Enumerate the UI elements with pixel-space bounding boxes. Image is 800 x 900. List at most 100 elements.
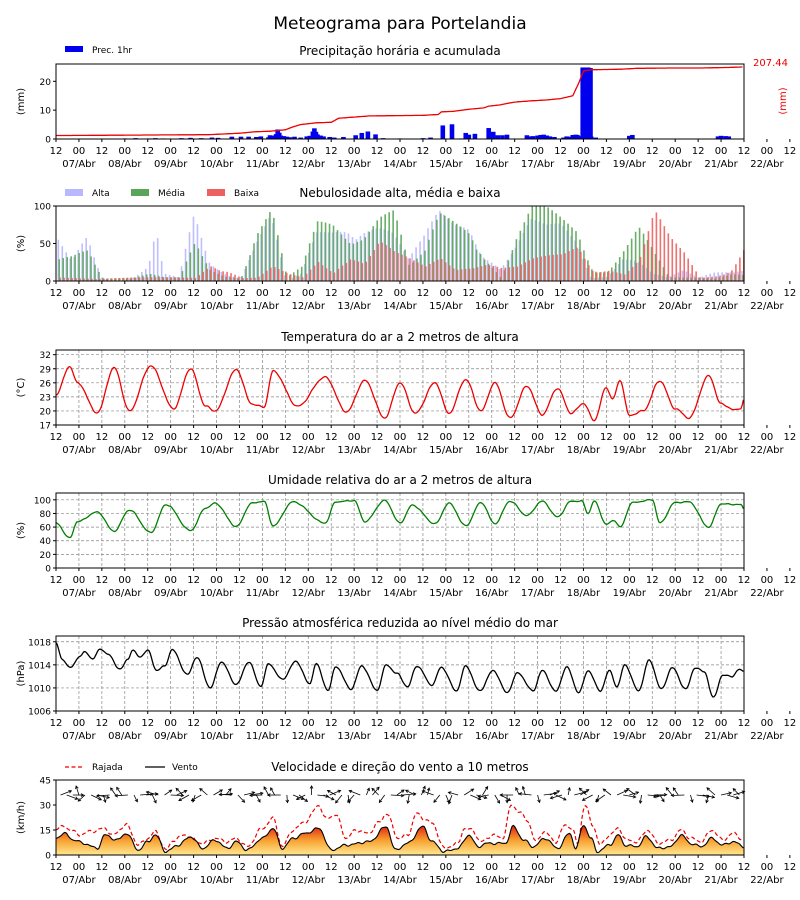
cloud-mid-bar xyxy=(102,277,104,281)
cloud-mid-bar xyxy=(98,271,100,281)
humidity-xtick-hour: 12 xyxy=(187,575,200,586)
cloud-mid-bar xyxy=(281,253,283,281)
cloud-low-bar xyxy=(739,257,741,281)
cloud-low-bar xyxy=(162,277,165,281)
cloud-mid-bar xyxy=(694,277,697,281)
cloud-high-bar xyxy=(156,238,159,281)
humidity-xtick-hour: 12 xyxy=(233,575,246,586)
wind-xtick-hour: 12 xyxy=(141,862,154,873)
temperature-xtick-hour: 12 xyxy=(141,432,154,443)
cloud-high-bar xyxy=(721,272,723,281)
precip-xtick-hour: 12 xyxy=(371,146,384,157)
cloud-low-bar xyxy=(436,259,439,281)
cloud-low-bar xyxy=(639,256,642,281)
cloud-mid-bar xyxy=(539,206,542,281)
wind-title: Velocidade e direção do vento a 10 metro… xyxy=(271,760,528,774)
cloud-low-bar xyxy=(281,270,284,281)
clouds-xtick-date: 12/Abr xyxy=(292,301,326,312)
clouds-xtick-date: 17/Abr xyxy=(521,301,555,312)
cloud-high-bar xyxy=(427,228,429,281)
legend-cloud-swatch xyxy=(65,189,83,196)
cloud-low-bar xyxy=(258,276,260,281)
cloud-mid-bar xyxy=(340,234,343,281)
cloud-mid-bar xyxy=(622,251,625,281)
wind-direction-arrowhead xyxy=(735,795,740,800)
precip-bar xyxy=(538,134,543,139)
cloud-low-bar xyxy=(615,272,618,281)
cloud-high-bar xyxy=(375,228,378,281)
cloud-low-bar xyxy=(333,272,336,281)
pressure-xtick-hour: 00 xyxy=(210,718,223,729)
cloud-high-bar xyxy=(85,237,87,281)
cloud-low-bar xyxy=(409,258,411,281)
cloud-mid-bar xyxy=(654,253,657,281)
cloud-mid-bar xyxy=(292,272,295,281)
cloud-mid-bar xyxy=(229,277,231,281)
cloud-high-bar xyxy=(296,275,298,281)
temperature-xtick-date: 16/Abr xyxy=(475,445,509,456)
wind-direction-arrow xyxy=(66,794,78,800)
clouds-xtick-hour: 12 xyxy=(508,288,521,299)
cloud-high-bar xyxy=(669,276,672,281)
cloud-mid-bar xyxy=(416,258,418,281)
cloud-mid-bar xyxy=(133,277,136,281)
pressure-xtick-hour: 12 xyxy=(646,718,659,729)
cloud-low-bar xyxy=(313,265,316,281)
precip-bar xyxy=(530,136,536,139)
pressure-line xyxy=(55,642,744,698)
wind-direction-arrow xyxy=(371,788,379,796)
cloud-low-bar xyxy=(377,243,379,281)
precip-xtick-hour: 00 xyxy=(577,146,590,157)
clouds-xtick-hour: 00 xyxy=(485,288,498,299)
cloud-low-bar xyxy=(174,277,177,281)
cloud-mid-bar xyxy=(225,276,227,281)
cloud-low-bar xyxy=(687,258,689,281)
wind-direction-arrowhead xyxy=(68,790,73,794)
cloud-high-bar xyxy=(216,269,219,281)
cloud-low-bar xyxy=(444,262,447,281)
cloud-low-bar xyxy=(711,276,713,281)
cloud-low-bar xyxy=(448,265,451,281)
wind-direction-arrowhead xyxy=(505,799,509,804)
cloud-high-bar xyxy=(598,277,600,281)
cloud-low-bar xyxy=(496,266,499,281)
humidity-ytick-label: 60 xyxy=(40,524,52,534)
cloud-low-bar xyxy=(401,254,403,281)
cloud-mid-bar xyxy=(412,262,414,281)
cloud-mid-bar xyxy=(547,207,549,281)
cloud-mid-bar xyxy=(141,275,144,281)
cloud-low-bar xyxy=(607,270,610,281)
clouds-xtick-hour: 00 xyxy=(761,288,774,299)
cloud-mid-bar xyxy=(674,277,677,281)
wind-xtick-hour: 00 xyxy=(761,862,774,873)
precip-xtick-hour: 12 xyxy=(554,146,567,157)
precip-bar xyxy=(552,136,557,139)
wind-direction-arrowhead xyxy=(400,793,405,798)
cloud-mid-bar xyxy=(658,260,661,281)
cloud-high-bar xyxy=(729,272,731,281)
pressure-xtick-date: 15/Abr xyxy=(429,731,463,742)
cloud-low-bar xyxy=(285,272,288,281)
humidity-xtick-date: 07/Abr xyxy=(62,588,96,599)
wind-direction-arrowhead xyxy=(378,799,383,804)
pressure-xtick-hour: 12 xyxy=(508,718,521,729)
wind-direction-arrowhead xyxy=(553,791,558,796)
cloud-low-bar xyxy=(67,277,69,281)
precip-bar xyxy=(284,136,290,139)
cloud-mid-bar xyxy=(145,274,148,281)
cloud-mid-bar xyxy=(531,206,534,281)
wind-xtick-date: 21/Abr xyxy=(704,875,738,886)
cloud-high-bar xyxy=(307,252,310,281)
wind-direction-arrow xyxy=(732,788,740,796)
humidity-xtick-date: 20/Abr xyxy=(658,588,692,599)
precip-ytick-label: 0 xyxy=(45,136,51,146)
cloud-high-bar xyxy=(498,269,501,281)
wind-direction-arrowhead xyxy=(426,787,431,791)
wind-direction-arrow xyxy=(263,786,269,796)
cloud-high-bar xyxy=(133,277,135,281)
cloud-low-bar xyxy=(591,270,594,281)
cloud-low-bar xyxy=(222,271,224,281)
cloud-mid-bar xyxy=(527,213,530,281)
pressure-xtick-hour: 12 xyxy=(692,718,705,729)
precip-xtick-hour: 00 xyxy=(623,146,636,157)
